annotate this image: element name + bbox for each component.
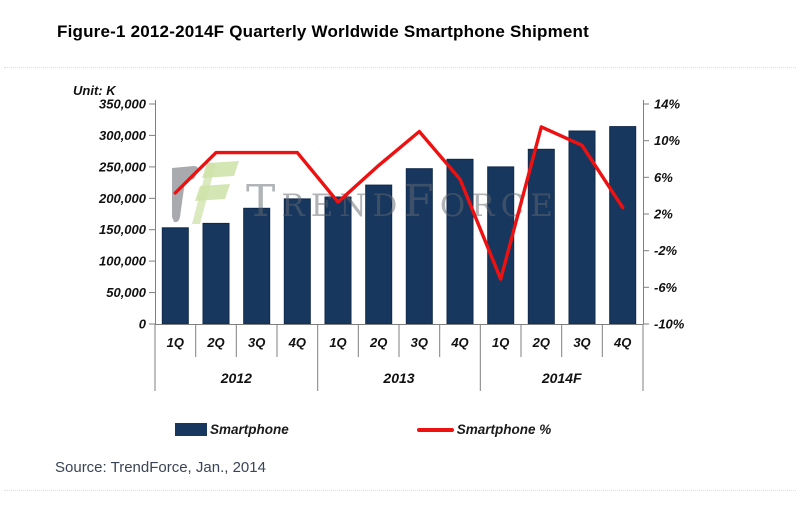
quarter-label: 3Q [573, 335, 590, 350]
legend-label-smartphone-pct: Smartphone % [456, 422, 552, 437]
left-axis-tick-label: 250,000 [98, 159, 147, 174]
watermark-logo-gray [172, 166, 199, 223]
quarter-label: 4Q [613, 335, 631, 350]
quarter-label: 2Q [206, 335, 224, 350]
left-axis-tick-label: 150,000 [99, 222, 147, 237]
right-axis-tick-label: 6% [654, 170, 673, 185]
quarter-label: 2Q [532, 335, 550, 350]
line-swatch-icon [416, 427, 454, 432]
right-axis-tick-label: -2% [654, 243, 678, 258]
left-axis-tick-label: 50,000 [106, 285, 147, 300]
right-axis-tick-label: 14% [654, 97, 680, 112]
legend-item-smartphone-pct: Smartphone % [416, 422, 552, 437]
bar-2Q-2012 [202, 222, 230, 325]
bar-3Q-2013 [405, 168, 433, 325]
quarter-label: 4Q [288, 335, 306, 350]
left-axis-tick-label: 300,000 [99, 128, 147, 143]
watermark: TrendForce [172, 161, 559, 227]
quarter-label: 1Q [167, 335, 184, 350]
year-label-2013: 2013 [382, 370, 414, 386]
chart-plot-area: TrendForce 350,000 300,000 250,000 200,000 15… [98, 97, 685, 391]
quarter-label: 3Q [411, 335, 428, 350]
bar-4Q-2012 [283, 198, 311, 325]
quarter-label: 2Q [369, 335, 387, 350]
right-axis-tick-label: 2% [653, 207, 673, 222]
bar-4Q-2014F [609, 126, 637, 325]
chart-title: Figure-1 2012-2014F Quarterly Worldwide … [57, 22, 590, 41]
divider-bottom [4, 490, 796, 491]
right-axis-tick-label: -10% [654, 317, 685, 332]
left-axis-tick-label: 0 [139, 317, 147, 332]
divider-top [4, 67, 796, 68]
year-label-2012: 2012 [220, 370, 252, 386]
quarter-label: 4Q [450, 335, 468, 350]
legend-label-smartphone: Smartphone [210, 422, 289, 437]
quarter-label: 1Q [492, 335, 509, 350]
quarter-label: 3Q [248, 335, 265, 350]
bar-3Q-2014F [568, 130, 596, 325]
right-axis-tick-label: -6% [654, 280, 678, 295]
left-axis-tick-label: 350,000 [99, 97, 147, 112]
unit-label: Unit: K [73, 83, 116, 98]
watermark-logo-green-stem [192, 163, 216, 224]
axes: 350,000 300,000 250,000 200,000 150,000 100,0… [98, 97, 685, 391]
quarter-label: 1Q [329, 335, 346, 350]
legend-item-smartphone: Smartphone [175, 422, 289, 437]
bar-1Q-2013 [324, 196, 352, 325]
legend: Smartphone Smartphone % [175, 422, 551, 437]
year-label-2014F: 2014F [541, 370, 582, 386]
source-note: Source: TrendForce, Jan., 2014 [55, 459, 266, 476]
bar-swatch-icon [175, 423, 207, 436]
bar-4Q-2013 [446, 158, 474, 325]
watermark-text: TrendForce [246, 176, 559, 227]
left-axis-tick-label: 100,000 [99, 254, 147, 269]
growth-line [173, 125, 625, 281]
bar-1Q-2012 [161, 227, 189, 325]
bar-2Q-2013 [365, 184, 393, 325]
left-axis-tick-label: 200,000 [98, 191, 147, 206]
right-axis-tick-label: 10% [654, 133, 680, 148]
